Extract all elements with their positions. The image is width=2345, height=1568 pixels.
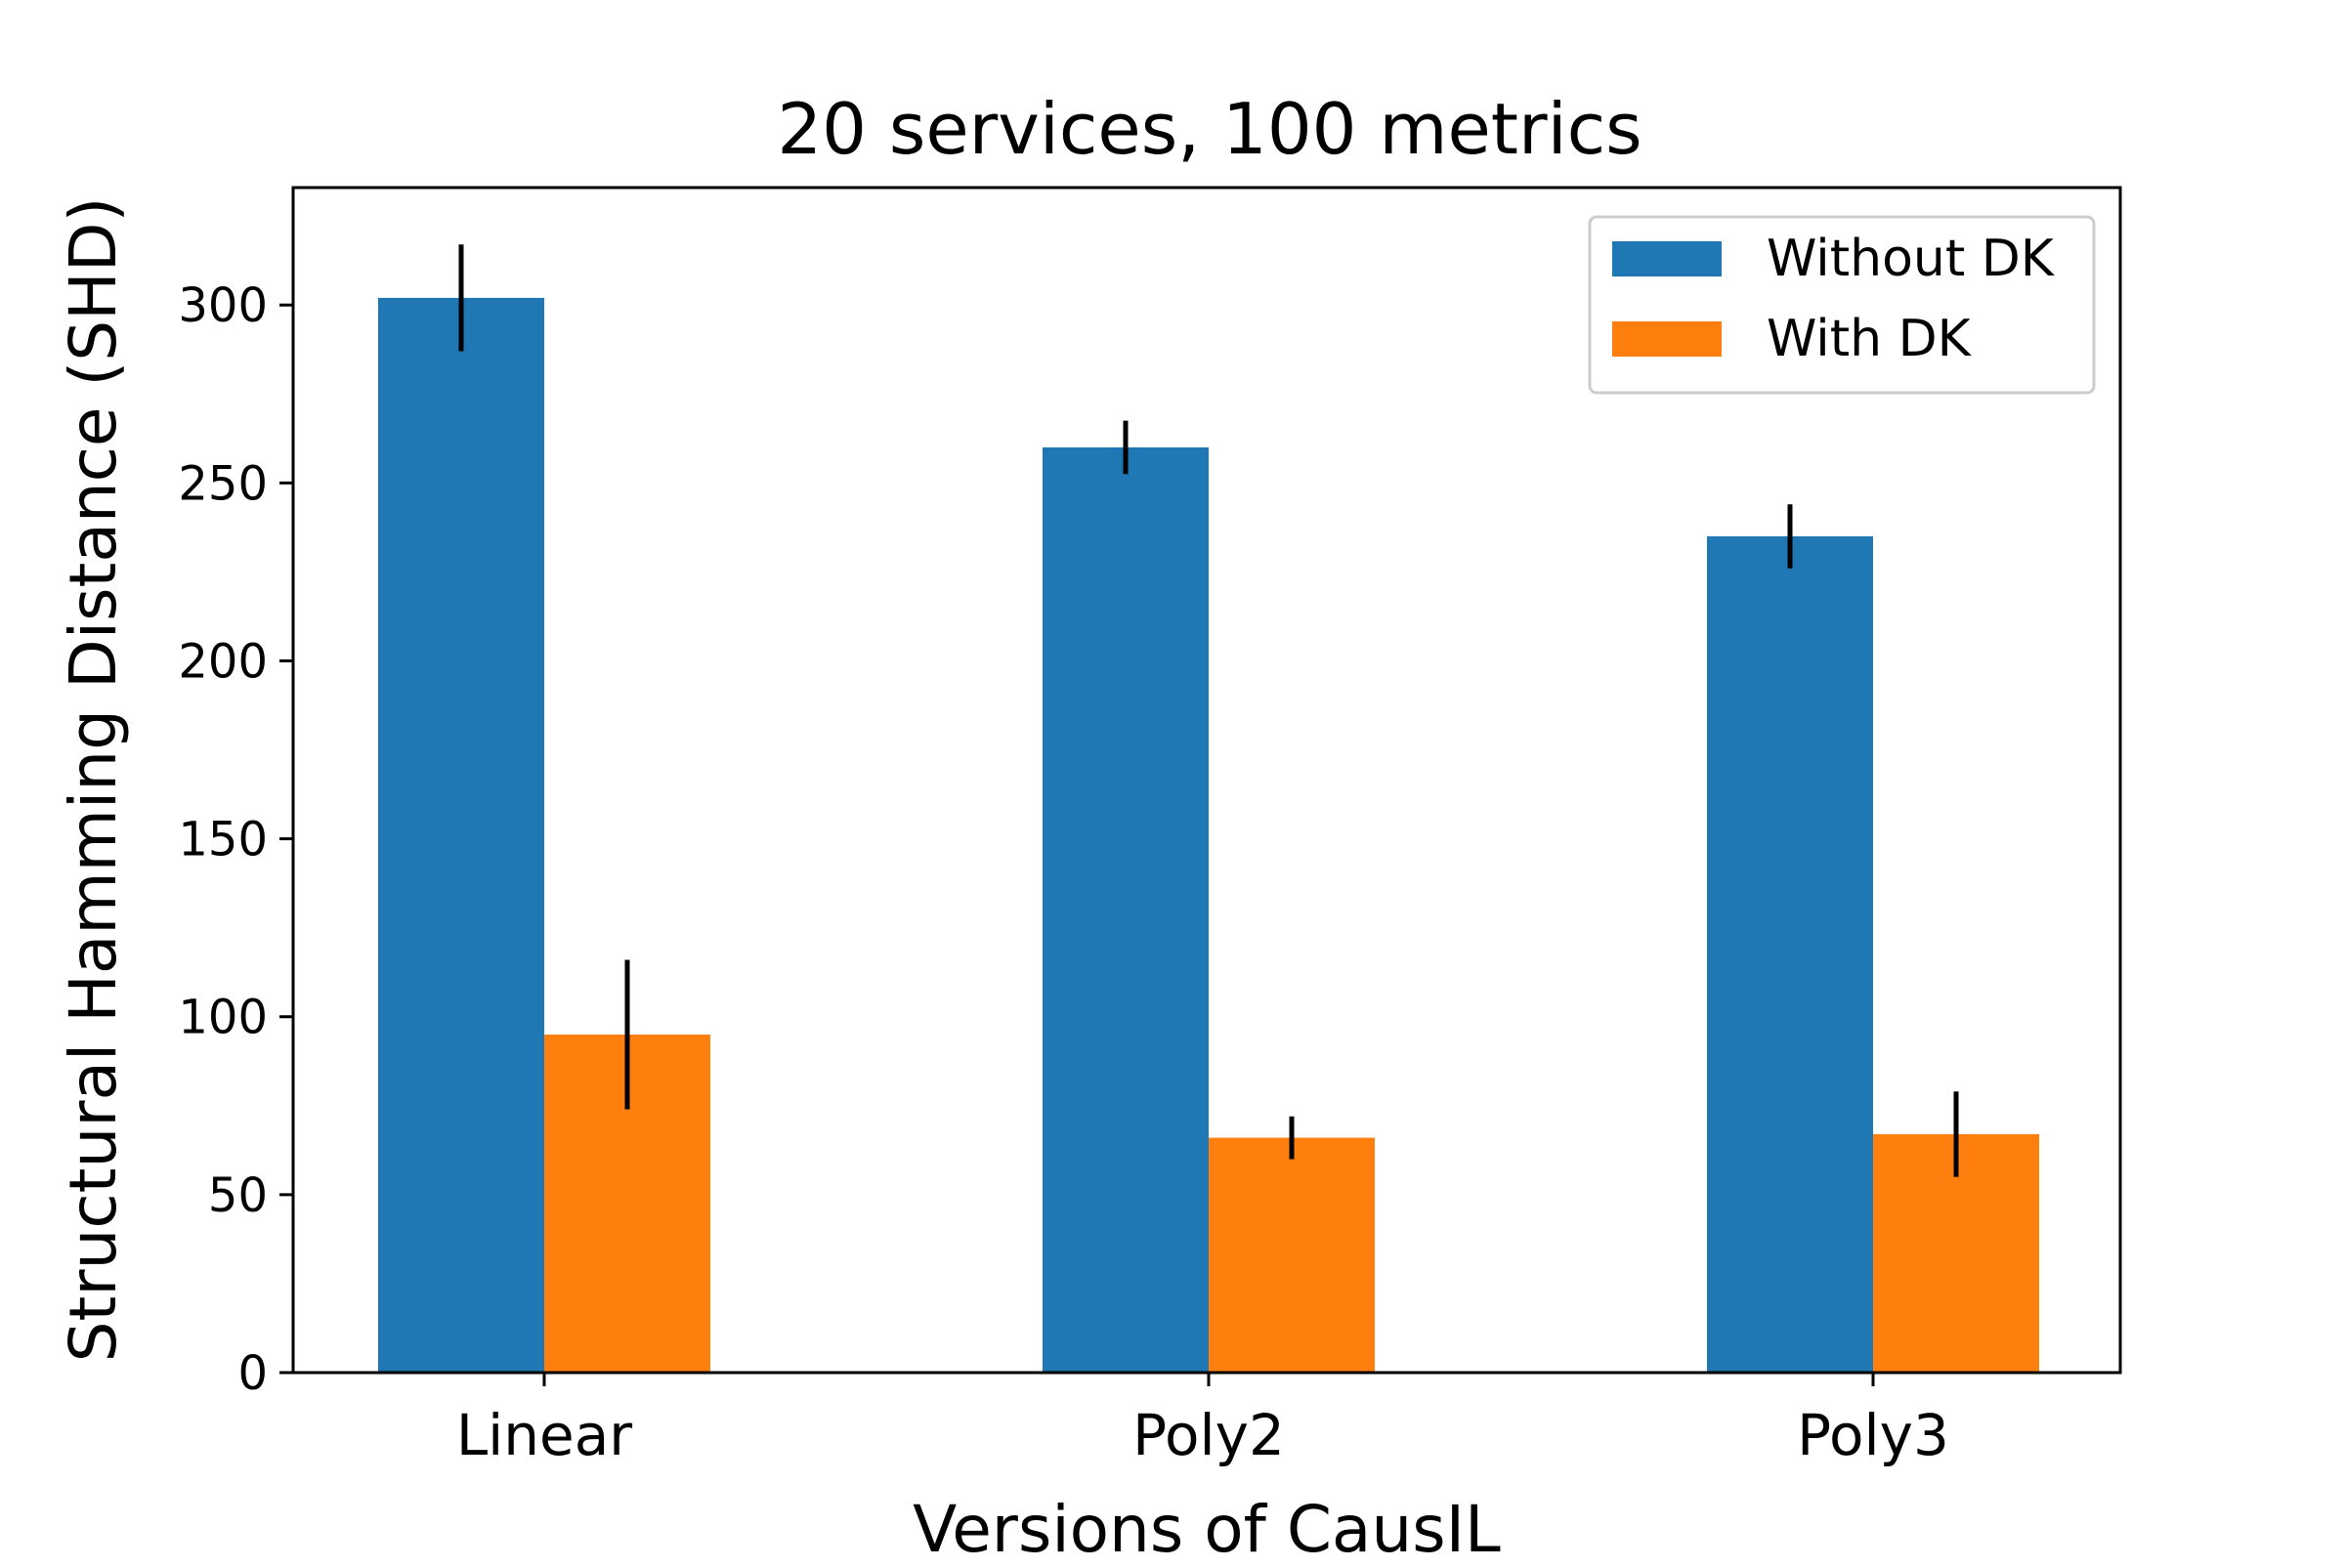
legend-label-with-dk: With DK xyxy=(1767,310,1973,368)
legend-label-without-dk: Without DK xyxy=(1767,230,2056,288)
y-tick-label: 200 xyxy=(178,634,268,689)
x-axis-ticks: Linear Poly2 Poly3 xyxy=(456,1373,1949,1468)
y-tick-label: 250 xyxy=(178,456,268,511)
x-tick-label: Poly3 xyxy=(1797,1402,1949,1468)
bar-poly2-with-dk xyxy=(1209,1137,1375,1373)
y-tick-label: 300 xyxy=(178,278,268,333)
legend: Without DK With DK xyxy=(1588,215,2096,395)
y-tick-label: 150 xyxy=(178,813,268,868)
error-bars-layer xyxy=(458,244,1959,1177)
y-axis-label: Structural Hamming Distance (SHD) xyxy=(56,197,131,1363)
legend-swatch-with-dk xyxy=(1612,321,1722,357)
x-tick-label: Linear xyxy=(456,1402,632,1468)
bar-poly2-without-dk xyxy=(1043,446,1209,1373)
legend-items: Without DK With DK xyxy=(1612,230,2056,368)
y-tick-label: 50 xyxy=(208,1168,268,1223)
bar-linear-without-dk xyxy=(378,297,544,1374)
legend-swatch-without-dk xyxy=(1612,241,1722,276)
y-tick-label: 100 xyxy=(178,991,268,1045)
x-tick-label: Poly2 xyxy=(1132,1402,1285,1468)
y-axis-ticks: 0 50 100 150 200 250 300 xyxy=(178,278,293,1401)
chart-title: 20 services, 100 metrics xyxy=(777,88,1642,170)
bars-layer xyxy=(378,297,2039,1374)
y-tick-label: 0 xyxy=(237,1346,268,1401)
plot-frame xyxy=(291,186,2122,1375)
bar-poly3-without-dk xyxy=(1707,535,1873,1373)
x-axis-label: Versions of CausIL xyxy=(913,1492,1501,1563)
